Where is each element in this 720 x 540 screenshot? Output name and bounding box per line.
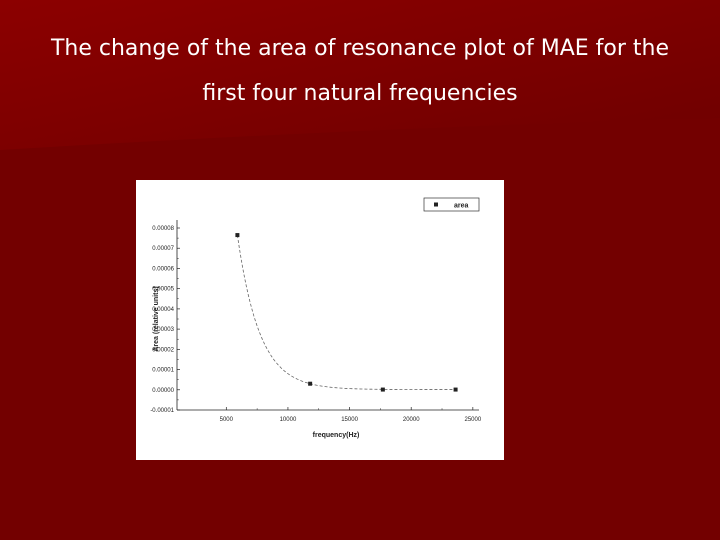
data-points <box>235 233 458 392</box>
x-axis-label: frequency(Hz) <box>313 432 360 439</box>
fit-curve <box>237 235 456 390</box>
y-tick-label: 0.00002 <box>152 347 174 353</box>
y-tick-label: 0.00004 <box>152 307 174 313</box>
x-tick-label: 20000 <box>403 417 420 423</box>
legend-label: area <box>454 203 469 210</box>
chart-card: -0.00001 0.00000 0.00001 0.00002 0.00003 0.00… <box>136 180 504 460</box>
y-tick-label: 0.00001 <box>152 368 174 374</box>
y-axis-label: Area (relative units) <box>153 286 160 351</box>
plot-axes <box>176 220 479 411</box>
y-tick-label: 0.00006 <box>152 266 174 272</box>
data-point <box>235 233 240 238</box>
slide-title: The change of the area of resonance plot… <box>0 26 720 116</box>
data-point <box>453 387 458 392</box>
x-tick-label: 25000 <box>464 417 481 423</box>
x-tick-label: 10000 <box>280 417 297 423</box>
data-point <box>380 387 385 392</box>
y-tick-label: 0.00003 <box>152 327 174 333</box>
legend-marker <box>434 202 438 207</box>
legend-box <box>423 197 480 212</box>
slide-title-line-1: The change of the area of resonance plot… <box>50 36 670 61</box>
x-tick-label: 15000 <box>341 417 358 423</box>
y-tick-label: 0.00005 <box>152 287 174 293</box>
y-tick-label: 0.00000 <box>152 388 174 394</box>
slide-title-line-2: first four natural frequencies <box>202 81 518 106</box>
y-tick-label: 0.00007 <box>152 246 174 252</box>
area-vs-frequency-chart: -0.00001 0.00000 0.00001 0.00002 0.00003 0.00… <box>150 197 482 439</box>
chart-legend: area <box>423 197 480 212</box>
y-tick-label: -0.00001 <box>150 408 174 414</box>
axis-tick-labels: -0.00001 0.00000 0.00001 0.00002 0.00003 0.00… <box>150 226 482 423</box>
x-tick-label: 5000 <box>220 417 234 423</box>
axis-ticks <box>177 227 474 411</box>
data-point <box>308 381 313 386</box>
y-tick-label: 0.00008 <box>152 226 174 232</box>
